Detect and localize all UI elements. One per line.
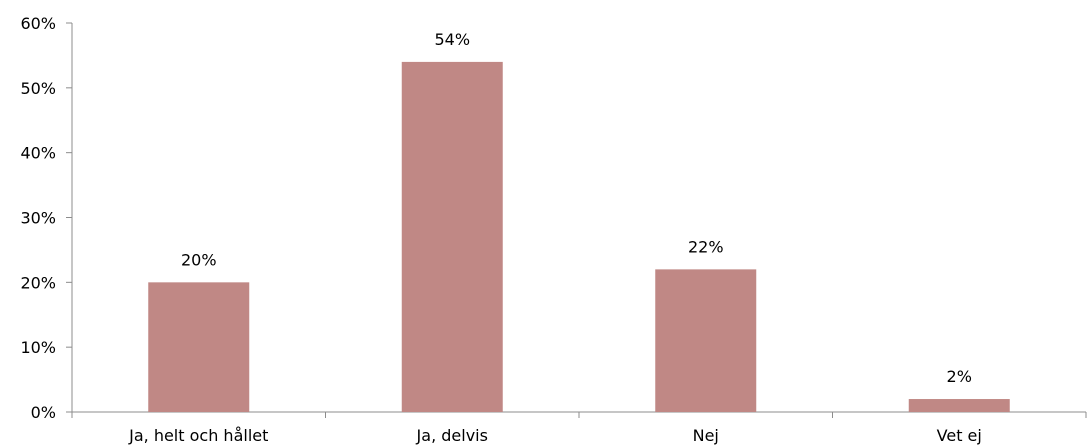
y-tick-label: 30% bbox=[20, 209, 56, 228]
y-tick-label: 50% bbox=[20, 79, 56, 98]
data-label: 22% bbox=[688, 237, 724, 256]
y-axis: 0% 10% 20% 30% 40% 50% 60% bbox=[20, 14, 73, 422]
bars bbox=[148, 61, 1010, 413]
bar bbox=[148, 282, 250, 412]
y-tick-label: 60% bbox=[20, 14, 56, 33]
bar bbox=[655, 269, 757, 412]
y-tick-label: 40% bbox=[20, 144, 56, 163]
y-tick-label: 0% bbox=[31, 403, 56, 422]
x-tick-label: Ja, delvis bbox=[416, 426, 488, 445]
y-tick-label: 10% bbox=[20, 338, 56, 357]
data-label: 54% bbox=[434, 30, 470, 49]
x-tick-label: Ja, helt och hållet bbox=[128, 426, 268, 445]
bar bbox=[401, 61, 503, 413]
data-label: 2% bbox=[947, 367, 972, 386]
x-tick-label: Nej bbox=[693, 426, 719, 445]
bar bbox=[908, 399, 1010, 412]
data-label: 20% bbox=[181, 250, 217, 269]
x-axis: Ja, helt och hållet Ja, delvis Nej Vet ej bbox=[71, 411, 1087, 445]
x-tick-label: Vet ej bbox=[937, 426, 982, 445]
data-labels: 20% 54% 22% 2% bbox=[181, 30, 972, 386]
y-tick-label: 20% bbox=[20, 273, 56, 292]
